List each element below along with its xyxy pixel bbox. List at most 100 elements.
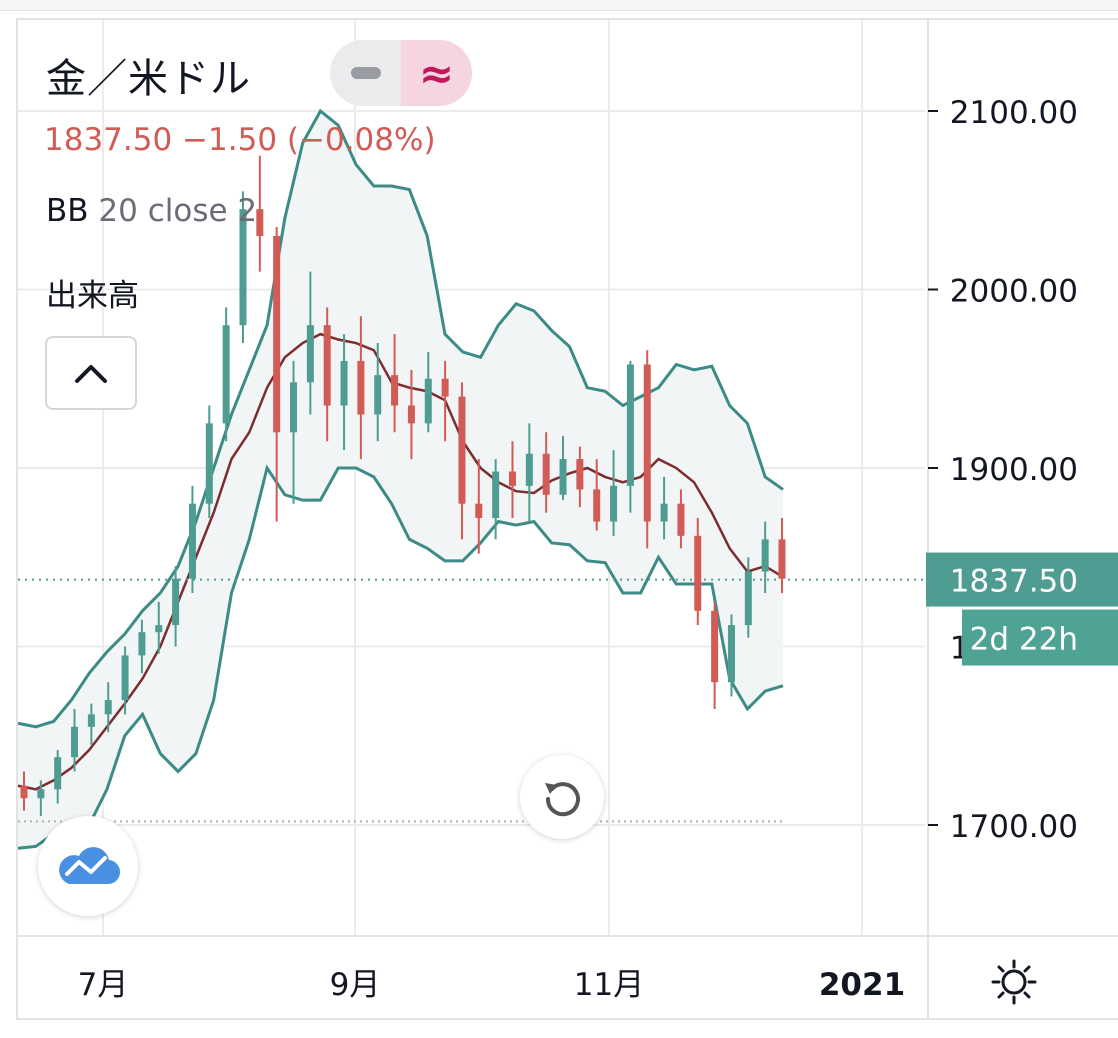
candle-body — [660, 503, 668, 522]
countdown-tag — [962, 609, 1118, 666]
candle — [172, 566, 180, 647]
candle-body — [256, 209, 264, 236]
volume-indicator-label[interactable]: 出来高 — [46, 278, 139, 314]
minus-icon[interactable] — [330, 40, 401, 106]
tradingview-cloud-icon — [59, 847, 121, 885]
candle — [610, 450, 618, 536]
candle-body — [559, 459, 567, 495]
candle-body — [711, 610, 719, 683]
candle-body — [525, 453, 533, 486]
candle-body — [306, 325, 314, 383]
candle-body — [20, 785, 28, 799]
gear-icon — [991, 959, 1037, 1005]
candlestick-series — [20, 155, 786, 817]
candle-body — [424, 378, 432, 424]
candle — [391, 334, 399, 433]
candle-body — [138, 632, 146, 656]
candle — [323, 307, 331, 442]
candle-body — [778, 539, 786, 579]
candle — [778, 517, 786, 593]
chart-axes — [16, 20, 1118, 1018]
candle-body — [357, 360, 365, 415]
x-tick-label: 9月 — [330, 967, 381, 1003]
bb-params: 20 close 2 — [98, 193, 258, 229]
bollinger-fill — [18, 111, 783, 849]
candle-body — [694, 535, 702, 611]
candle-body — [744, 571, 752, 626]
candle-body — [391, 375, 399, 406]
candle — [54, 750, 62, 804]
x-tick-label: 2021 — [819, 967, 905, 1003]
reset-chart-button[interactable] — [520, 755, 604, 839]
candle-body — [155, 625, 163, 633]
candle — [424, 351, 432, 433]
candle — [155, 601, 163, 654]
candle — [744, 557, 752, 638]
bb-indicator-label[interactable]: BB 20 close 2 — [46, 193, 257, 229]
chart-frame[interactable] — [16, 18, 1118, 1038]
candle-body — [508, 471, 516, 486]
candle — [761, 521, 769, 593]
candle — [374, 343, 382, 442]
collapse-legend-button[interactable] — [45, 336, 137, 410]
candle-body — [340, 360, 348, 406]
candle-body — [104, 700, 112, 715]
candle-body — [761, 539, 769, 572]
top-border — [0, 0, 1118, 11]
candle — [643, 350, 651, 549]
candle — [542, 432, 550, 513]
chart-settings-button[interactable] — [990, 958, 1038, 1006]
candle — [407, 369, 415, 460]
candle — [660, 476, 668, 540]
candle — [357, 316, 365, 460]
candle — [559, 435, 567, 501]
candle — [576, 446, 584, 508]
candle — [727, 614, 735, 697]
candle — [205, 405, 213, 518]
bb-name: BB — [46, 193, 89, 229]
candle — [256, 155, 264, 272]
candle — [87, 703, 95, 745]
last-price-label: 1837.50 — [950, 564, 1078, 600]
candle-body — [610, 485, 618, 522]
candle-body — [323, 325, 331, 406]
candle — [138, 619, 146, 674]
y-tick-label: 2000.00 — [950, 274, 1078, 310]
candle-body — [71, 726, 79, 758]
candle-body — [475, 503, 483, 518]
candle-body — [643, 364, 651, 522]
candle — [222, 307, 230, 442]
candle — [290, 360, 298, 504]
candle — [340, 334, 348, 451]
rotate-ccw-icon — [545, 782, 580, 817]
tradingview-logo-button[interactable] — [38, 816, 138, 916]
candle-body — [626, 364, 634, 486]
candle — [188, 485, 196, 593]
candle — [593, 459, 601, 531]
candle — [37, 780, 45, 817]
candle-body — [677, 503, 685, 536]
price-change: 1837.50 −1.50 (−0.08%) — [44, 122, 436, 158]
x-tick-label: 11月 — [574, 967, 644, 1003]
candle — [273, 227, 281, 522]
candle-body — [576, 459, 584, 490]
y-tick-label: 2100.00 — [950, 95, 1078, 131]
candle-body — [121, 655, 129, 701]
candle-body — [172, 578, 180, 626]
candle-body — [239, 209, 247, 326]
candle-body — [87, 714, 95, 727]
approx-icon[interactable]: ≈ — [401, 40, 472, 106]
candle-body — [37, 789, 45, 799]
candle-body — [593, 489, 601, 522]
approx-symbol: ≈ — [418, 48, 455, 98]
candle — [525, 423, 533, 522]
candle-body — [374, 375, 382, 415]
candle — [121, 646, 129, 715]
legend-toggle[interactable]: ≈ — [330, 40, 472, 106]
countdown-label: 2d 22h — [970, 622, 1078, 658]
y-tick-label: 1700.00 — [950, 809, 1078, 845]
candle-body — [458, 396, 466, 504]
candle — [239, 191, 247, 344]
candle-body — [54, 757, 62, 790]
